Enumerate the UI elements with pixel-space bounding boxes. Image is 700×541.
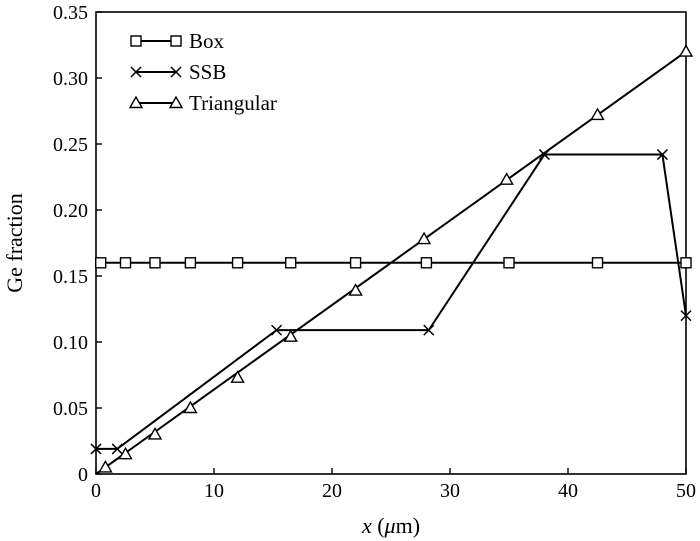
triangular-marker — [128, 95, 144, 109]
y-tick-label: 0 — [78, 464, 88, 486]
box-marker — [95, 257, 107, 269]
ssb-marker-stroke — [656, 149, 668, 161]
triangular-marker — [230, 370, 245, 383]
box-marker — [591, 257, 604, 269]
x-tick-label: 20 — [322, 480, 342, 502]
box-marker — [231, 257, 244, 269]
y-tick-label: 0.35 — [53, 2, 88, 24]
box-marker — [503, 257, 515, 269]
legend-item: SSB — [130, 60, 226, 84]
y-axis-label: Ge fraction — [2, 193, 27, 293]
series-line — [95, 50, 687, 475]
ssb-marker — [423, 324, 435, 336]
box-marker — [130, 35, 142, 47]
triangular-marker — [283, 329, 298, 342]
x-axis-label-mu: μ — [384, 513, 396, 538]
ssb-marker — [90, 443, 102, 455]
triangular-marker — [678, 44, 694, 57]
x-axis-label-unit-open: ( — [372, 513, 385, 538]
ssb-marker — [170, 66, 182, 78]
x-axis-label-unit-rest: m) — [396, 513, 420, 538]
plot-frame — [95, 11, 687, 475]
y-axis: 0 0.05 0.10 0.15 0.20 0.25 0.30 0.35 — [53, 2, 102, 486]
ssb-marker — [656, 149, 668, 161]
x-axis-label: x (μm) — [361, 513, 420, 538]
legend-label: Triangular — [189, 91, 277, 115]
series-box — [95, 257, 692, 269]
legend-label: SSB — [189, 60, 226, 84]
x-tick-label: 30 — [440, 480, 460, 502]
box-marker — [184, 257, 197, 269]
y-tick-label: 0.30 — [53, 68, 88, 90]
box-marker — [149, 257, 161, 269]
ssb-marker-stroke — [170, 66, 182, 78]
box-marker — [170, 35, 182, 47]
ssb-marker-stroke — [111, 443, 123, 455]
y-tick-label: 0.20 — [53, 200, 88, 222]
triangular-marker — [168, 95, 184, 109]
triangular-marker — [183, 400, 198, 414]
x-tick-label: 40 — [558, 480, 578, 502]
triangular-marker — [590, 107, 605, 121]
box-marker — [420, 257, 433, 269]
x-tick-label: 50 — [676, 480, 696, 502]
ssb-marker — [111, 443, 123, 455]
triangular-marker — [98, 459, 113, 473]
ssb-marker — [271, 324, 283, 336]
series-ssb — [90, 149, 692, 455]
x-axis-label-var: x — [361, 513, 372, 538]
legend-label: Box — [189, 29, 225, 53]
triangular-marker — [416, 231, 432, 245]
series-line — [96, 153, 687, 450]
y-tick-label: 0.25 — [53, 134, 88, 156]
ssb-marker-stroke — [680, 310, 692, 322]
box-marker — [349, 257, 362, 269]
ssb-marker-stroke — [423, 324, 435, 336]
ssb-marker — [130, 66, 142, 78]
y-tick-label: 0.15 — [53, 266, 88, 288]
legend: Box SSB Triangular — [128, 29, 277, 115]
x-tick-label: 0 — [91, 480, 101, 502]
ssb-marker — [680, 310, 692, 322]
legend-item: Triangular — [128, 91, 277, 115]
box-marker — [680, 257, 692, 269]
box-marker — [119, 257, 132, 269]
x-axis: 0 10 20 30 40 50 — [91, 468, 696, 502]
ssb-marker-stroke — [271, 324, 283, 336]
box-marker — [285, 257, 297, 269]
x-tick-label: 10 — [204, 480, 224, 502]
triangular-marker — [147, 426, 163, 440]
triangular-marker — [348, 283, 363, 296]
series-layer — [90, 44, 694, 475]
legend-item: Box — [130, 29, 225, 53]
triangular-marker — [118, 446, 133, 460]
series-triangular — [95, 44, 694, 475]
ssb-marker-stroke — [130, 66, 142, 78]
plot-border — [95, 11, 687, 475]
ssb-marker-stroke — [90, 443, 102, 455]
triangular-marker — [499, 172, 514, 185]
y-tick-label: 0.05 — [53, 398, 88, 420]
y-tick-label: 0.10 — [53, 332, 88, 354]
